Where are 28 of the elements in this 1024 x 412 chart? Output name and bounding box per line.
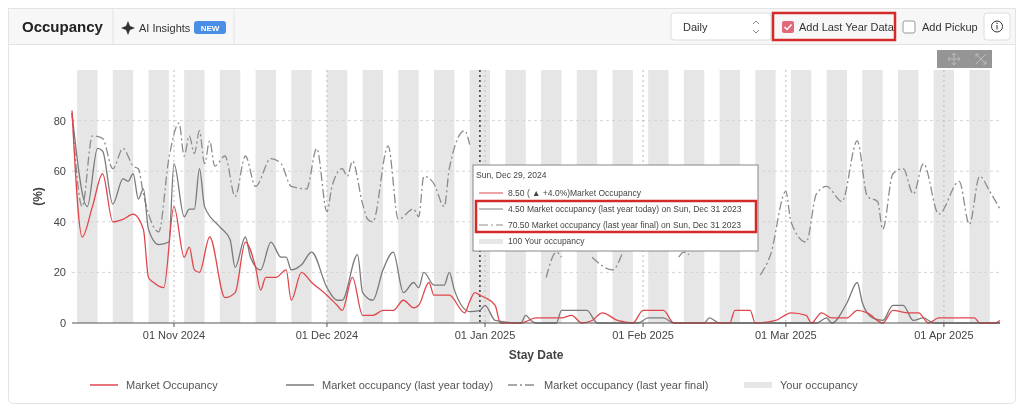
x-tick-label: 01 Nov 2024 [142,329,206,341]
text: Occupancy [22,18,104,35]
x-tick-label: 01 Apr 2025 [914,329,974,341]
x-tick-label: 01 Feb 2025 [612,329,674,341]
text: Your occupancy [780,379,859,391]
text: AI Insights [139,22,191,34]
y-tick-label: 0 [59,317,66,329]
y-tick-label: 80 [53,114,66,127]
x-tick-label: 01 Mar 2025 [754,329,817,341]
annotation: 4.50 Market occupancy (last year today) on Sun, Dec 31 2023 [508,204,742,214]
text: Add Pickup [922,21,978,33]
new-badge: NEW [194,21,226,34]
annotation: 70.50 Market occupancy (last year final) on Sun, Dec 31 2023 [508,220,742,230]
y-tick-label: 60 [53,165,66,178]
x-axis-title: Stay Date [508,348,564,362]
y-axis-title: (%) [31,187,45,206]
legend-label: Market Occupancy [126,379,219,391]
text: Add Last Year Data [799,21,895,33]
annotation: 8.50 ( ▲ +4.0%)Market Occupancy [508,188,642,198]
annotation: Sun, Dec 29, 2024 [476,170,547,180]
y-tick-label: 20 [53,266,66,279]
annotation: 100 Your occupancy [508,236,586,246]
y-tick-label: 40 [53,215,66,228]
select-field: Daily [670,12,772,41]
legend-label: Market occupancy (last year final) [544,379,709,391]
x-tick-label: 01 Jan 2025 [454,329,516,341]
legend-label: Market occupancy (last year today) [322,379,494,391]
x-tick-label: 01 Dec 2024 [295,329,359,341]
